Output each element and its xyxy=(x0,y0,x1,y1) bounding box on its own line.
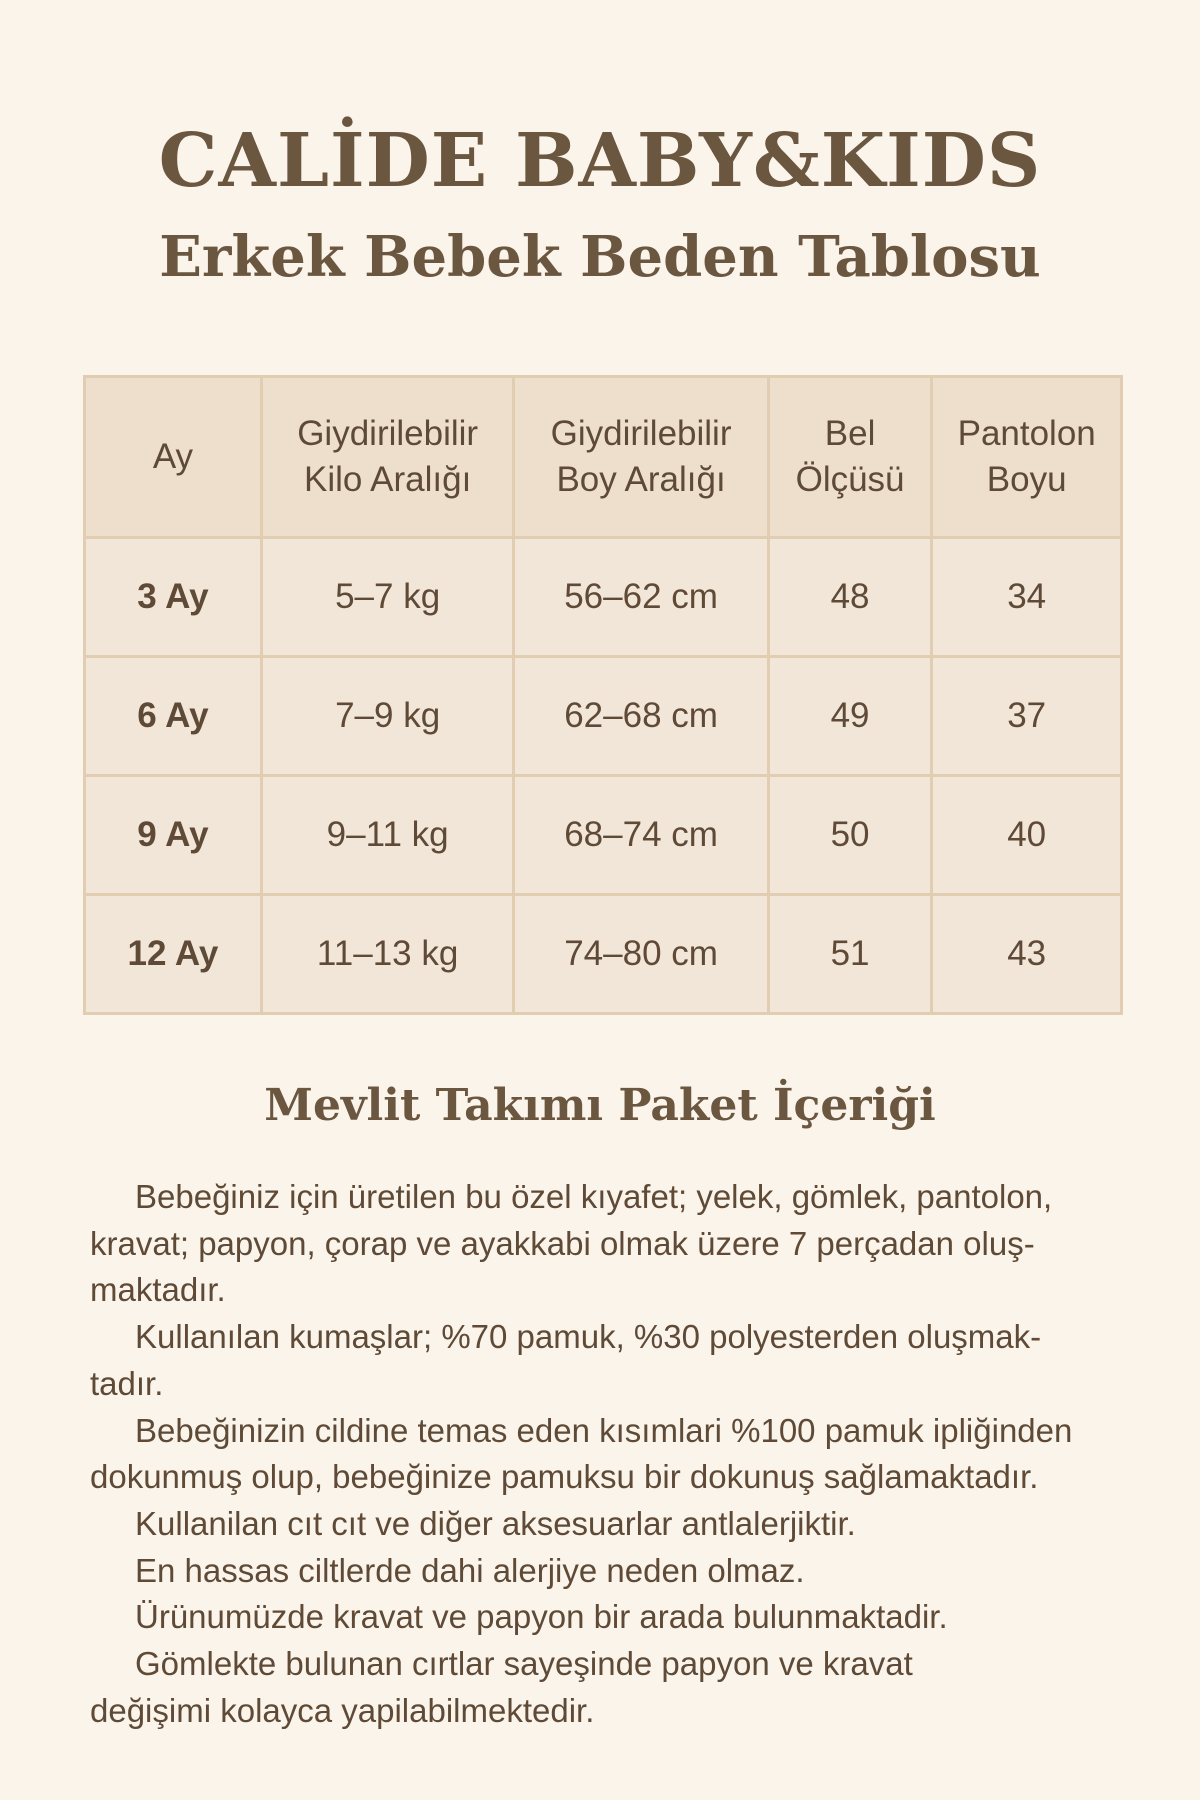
table-header-row: Ay Giydirilebilir Kilo Aralığı Giydirileb… xyxy=(83,375,1123,539)
table-cell: 9–11 kg xyxy=(259,774,516,896)
page-title: Erkek Bebek Beden Tablosu xyxy=(159,224,1041,290)
table-row: 6 Ay 7–9 kg 62–68 cm 49 37 xyxy=(83,655,1123,777)
package-description: Bebeğiniz için üretilen bu özel kıyafet;… xyxy=(90,1174,1160,1734)
table-cell: 49 xyxy=(766,655,934,777)
table-cell: 40 xyxy=(930,774,1123,896)
table-row: 9 Ay 9–11 kg 68–74 cm 50 40 xyxy=(83,774,1123,896)
description-line: kravat; papyon, çorap ve ayakkabi olmak … xyxy=(90,1224,1035,1262)
table-cell: 51 xyxy=(766,893,934,1015)
header-waist: Bel Ölçüsü xyxy=(766,375,934,539)
header-age: Ay xyxy=(83,375,263,539)
size-table: Ay Giydirilebilir Kilo Aralığı Giydirileb… xyxy=(83,375,1123,1015)
table-cell: 50 xyxy=(766,774,934,896)
header-trouser-length: Pantolon Boyu xyxy=(930,375,1123,539)
table-row: 3 Ay 5–7 kg 56–62 cm 48 34 xyxy=(83,536,1123,658)
description-line: Kullanilan cıt cıt ve diğer aksesuarlar … xyxy=(135,1504,856,1542)
brand-title: CALİDE BABY&KIDS xyxy=(158,118,1042,204)
table-cell: 7–9 kg xyxy=(259,655,516,777)
table-cell: 3 Ay xyxy=(83,536,263,658)
table-cell: 74–80 cm xyxy=(512,893,770,1015)
table-cell: 11–13 kg xyxy=(259,893,516,1015)
table-cell: 12 Ay xyxy=(83,893,263,1015)
table-cell: 5–7 kg xyxy=(259,536,516,658)
description-line: Ürünumüzde kravat ve papyon bir arada bu… xyxy=(135,1598,948,1636)
description-line: Bebeğiniz için üretilen bu özel kıyafet;… xyxy=(135,1178,1053,1215)
table-cell: 68–74 cm xyxy=(512,774,770,896)
table-cell: 62–68 cm xyxy=(512,655,770,777)
table-cell: 9 Ay xyxy=(83,774,263,896)
table-cell: 48 xyxy=(766,536,934,658)
header-height: Giydirilebilir Boy Aralığı xyxy=(512,375,770,539)
description-line: tadır. xyxy=(90,1364,164,1402)
table-cell: 34 xyxy=(930,536,1123,658)
description-line: En hassas ciltlerde dahi alerjiye neden … xyxy=(135,1551,805,1589)
header-weight: Giydirilebilir Kilo Aralığı xyxy=(259,375,516,539)
description-line: dokunmuş olup, bebeğinize pamuksu bir do… xyxy=(90,1458,1039,1496)
description-line: maktadır. xyxy=(90,1271,226,1309)
table-cell: 43 xyxy=(930,893,1123,1015)
table-cell: 6 Ay xyxy=(83,655,263,777)
section-title: Mevlit Takımı Paket İçeriği xyxy=(264,1080,936,1131)
table-row: 12 Ay 11–13 kg 74–80 cm 51 43 xyxy=(83,893,1123,1015)
description-line: Gömlekte bulunan cırtlar sayeşinde papyo… xyxy=(135,1645,913,1683)
description-line: Bebeğinizin cildine temas eden kısımlari… xyxy=(135,1411,1073,1449)
description-line: değişimi kolayca yapilabilmektedir. xyxy=(90,1691,595,1729)
table-cell: 37 xyxy=(930,655,1123,777)
table-cell: 56–62 cm xyxy=(512,536,770,658)
description-line: Kullanılan kumaşlar; %70 pamuk, %30 poly… xyxy=(135,1318,1042,1356)
